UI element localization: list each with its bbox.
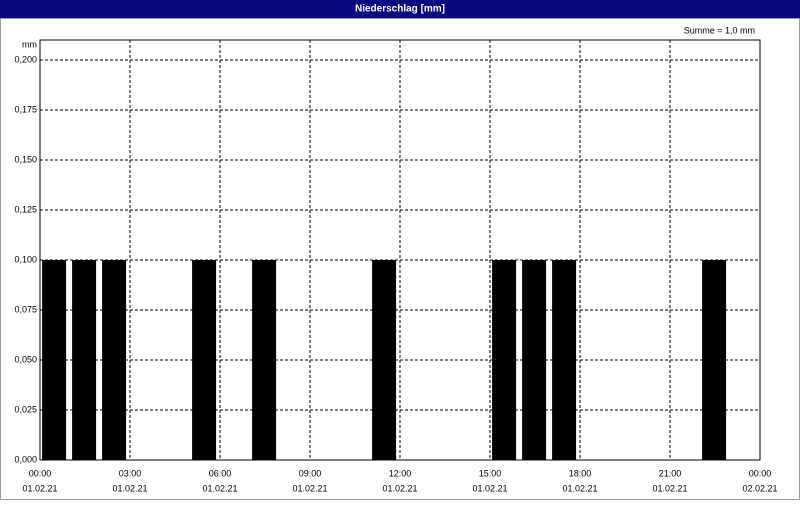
- x-tick-label: 12:00: [389, 468, 412, 478]
- bar: [72, 260, 97, 460]
- y-tick-label: 0,025: [14, 404, 37, 414]
- bar: [702, 260, 727, 460]
- x-tick-date: 01.02.21: [112, 483, 147, 493]
- x-tick-date: 01.02.21: [472, 483, 507, 493]
- y-tick-label: 0,175: [14, 104, 37, 114]
- y-unit: mm: [22, 39, 37, 49]
- bar: [522, 260, 547, 460]
- x-tick-label: 00:00: [749, 468, 772, 478]
- y-tick-label: 0,125: [14, 204, 37, 214]
- x-tick-date: 01.02.21: [202, 483, 237, 493]
- x-tick-date: 02.02.21: [742, 483, 777, 493]
- annotation: Summe = 1,0 mm: [684, 25, 755, 35]
- x-tick-label: 15:00: [479, 468, 502, 478]
- bar: [192, 260, 217, 460]
- y-tick-label: 0,150: [14, 154, 37, 164]
- x-tick-date: 01.02.21: [562, 483, 597, 493]
- x-tick-label: 21:00: [659, 468, 682, 478]
- chart-title: Niederschlag [mm]: [355, 4, 445, 15]
- x-tick-label: 06:00: [209, 468, 232, 478]
- y-tick-label: 0,100: [14, 254, 37, 264]
- bar: [372, 260, 397, 460]
- title-bar: [0, 0, 800, 18]
- x-tick-label: 00:00: [29, 468, 52, 478]
- x-tick-date: 01.02.21: [652, 483, 687, 493]
- x-tick-label: 18:00: [569, 468, 592, 478]
- y-tick-label: 0,075: [14, 304, 37, 314]
- x-tick-date: 01.02.21: [292, 483, 327, 493]
- y-tick-label: 0,000: [14, 454, 37, 464]
- x-tick-date: 01.02.21: [382, 483, 417, 493]
- plot-frame: [39, 39, 761, 461]
- x-tick-label: 09:00: [299, 468, 322, 478]
- bar: [252, 260, 277, 460]
- bar: [42, 260, 67, 460]
- y-tick-label: 0,200: [14, 54, 37, 64]
- bar: [552, 260, 577, 460]
- x-tick-label: 03:00: [119, 468, 142, 478]
- bar: [102, 260, 127, 460]
- y-tick-label: 0,050: [14, 354, 37, 364]
- x-tick-date: 01.02.21: [22, 483, 57, 493]
- bar: [492, 260, 517, 460]
